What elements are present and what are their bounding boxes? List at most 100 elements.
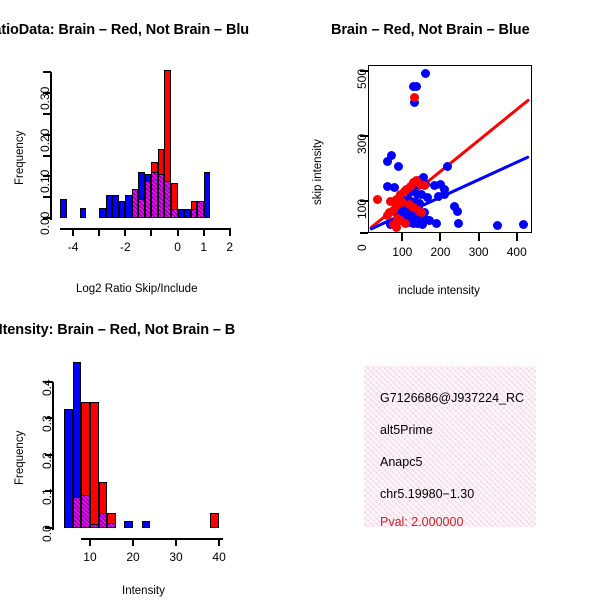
intensity-bar-overlap bbox=[89, 524, 99, 528]
scatter-point-not-brain bbox=[414, 198, 424, 208]
scatter-y-tick bbox=[360, 70, 368, 73]
ratio-bar-not-brain bbox=[184, 208, 191, 218]
intensity-x-tick bbox=[132, 538, 134, 546]
scatter-point-not-brain bbox=[412, 82, 422, 92]
ratio-histogram-title: RatioData: Brain – Red, Not Brain – Blu bbox=[0, 22, 249, 38]
ratio-y-ticklabel: 0.30 bbox=[38, 86, 52, 110]
intensity-bar-not-brain bbox=[124, 521, 133, 528]
scatter-point-not-brain bbox=[434, 192, 444, 202]
scatter-x-ticklabel: 300 bbox=[468, 245, 489, 259]
ratio-y-tick bbox=[43, 112, 51, 115]
scatter-point-not-brain bbox=[406, 212, 416, 222]
scatter-y-tick bbox=[360, 199, 368, 202]
scatter-x-tick bbox=[515, 233, 518, 241]
ratio-histogram-xlabel: Log2 Ratio Skip/Include bbox=[76, 283, 198, 295]
scatter-point-not-brain bbox=[432, 218, 442, 228]
intensity-histogram-plot: 0.0 0.1 0.2 0.3 0.4 10 20 30 40 bbox=[0, 300, 300, 600]
scatter-point-not-brain bbox=[454, 219, 464, 229]
intensity-bar-overlap bbox=[107, 522, 116, 528]
ratio-x-ticklabel: 2 bbox=[226, 240, 234, 254]
ratio-bar-not-brain bbox=[125, 195, 132, 218]
intensity-y-tick bbox=[45, 380, 53, 383]
intensity-x-axis bbox=[81, 538, 224, 540]
intensity-x-ticklabel: 10 bbox=[83, 550, 97, 564]
scatter-point-not-brain bbox=[382, 181, 392, 191]
intensity-x-tick bbox=[175, 538, 178, 546]
scatter-point-not-brain bbox=[401, 211, 411, 221]
ratio-bar-not-brain bbox=[118, 201, 126, 218]
scatter-x-tick bbox=[401, 233, 404, 241]
scatter-point-not-brain bbox=[439, 184, 449, 194]
scatter-point-not-brain bbox=[390, 183, 400, 193]
ratio-x-tick bbox=[176, 228, 179, 236]
ratio-y-tick bbox=[43, 92, 51, 94]
scatter-point-brain bbox=[373, 195, 383, 205]
ratio-x-ticklabel: 0 bbox=[174, 240, 181, 254]
ratio-bar-overlap bbox=[131, 188, 139, 218]
intensity-y-axis bbox=[52, 381, 54, 530]
scatter-point-brain bbox=[391, 201, 401, 211]
scatter-point-not-brain bbox=[439, 190, 449, 200]
info-probe-id: G7126686@J937224_RС bbox=[380, 391, 525, 405]
intensity-y-ticklabel: 0.3 bbox=[40, 415, 54, 433]
ratio-bar-not-brain bbox=[99, 207, 106, 218]
scatter-point-brain bbox=[392, 222, 402, 232]
scatter-panel: Brain – Red, Not Brain – Blue skip inten… bbox=[300, 0, 600, 300]
scatter-point-not-brain bbox=[435, 180, 445, 190]
info-pval: Pval: 2.000000 bbox=[380, 515, 464, 527]
scatter-title: Brain – Red, Not Brain – Blue bbox=[331, 22, 530, 38]
ratio-y-tick bbox=[43, 175, 51, 178]
scatter-y-ticklabel: 100 bbox=[355, 198, 369, 219]
ratio-x-tick bbox=[124, 228, 127, 236]
intensity-y-tick bbox=[45, 527, 53, 529]
scatter-point-not-brain bbox=[400, 205, 410, 215]
scatter-frame bbox=[368, 65, 532, 233]
scatter-xlabel: include intensity bbox=[398, 285, 480, 297]
scatter-point-not-brain bbox=[395, 204, 405, 214]
scatter-point-not-brain bbox=[410, 97, 420, 107]
ratio-y-tick bbox=[43, 71, 51, 74]
ratio-y-axis bbox=[50, 72, 52, 220]
intensity-bar-brain bbox=[210, 513, 220, 528]
scatter-point-not-brain bbox=[387, 150, 397, 160]
scatter-point-not-brain bbox=[493, 220, 503, 230]
annotation-info-panel: G7126686@J937224_RС alt5Prime Anapc5 chr… bbox=[364, 366, 536, 527]
ratio-histogram-plot: 0.00 0.10 0.20 0.30 -4 -2 0 1 2 bbox=[0, 0, 300, 300]
ratio-x-ticklabel: 1 bbox=[200, 240, 207, 254]
ratio-y-tick bbox=[43, 217, 51, 219]
ratio-bar-not-brain bbox=[177, 208, 185, 218]
ratio-bar-overlap bbox=[151, 172, 158, 218]
intensity-bar-overlap bbox=[81, 495, 90, 528]
scatter-point-not-brain bbox=[420, 214, 430, 224]
scatter-point-brain bbox=[410, 93, 420, 103]
ratio-bar-not-brain bbox=[112, 195, 119, 218]
intensity-x-ticklabel: 30 bbox=[169, 550, 183, 564]
scatter-point-not-brain bbox=[411, 212, 421, 222]
scatter-x-ticklabel: 200 bbox=[430, 245, 451, 259]
intensity-y-tick bbox=[45, 453, 53, 456]
scatter-y-tick bbox=[360, 135, 368, 138]
intensity-y-ticklabel: 0.1 bbox=[40, 488, 54, 506]
scatter-point-not-brain bbox=[442, 162, 452, 172]
ratio-x-tick bbox=[202, 228, 205, 236]
scatter-point-brain bbox=[397, 197, 407, 207]
scatter-point-not-brain bbox=[422, 192, 432, 202]
scatter-plot: 0 100 300 500 100 200 300 400 bbox=[300, 0, 600, 300]
intensity-y-tick bbox=[45, 490, 53, 493]
ratio-x-ticklabel: -2 bbox=[119, 240, 131, 254]
intensity-bar-overlap bbox=[98, 513, 108, 528]
ratio-bar-overlap bbox=[144, 180, 152, 218]
ratio-histogram-panel: RatioData: Brain – Red, Not Brain – Blu … bbox=[0, 0, 300, 300]
scatter-point-brain bbox=[411, 176, 421, 186]
scatter-point-not-brain bbox=[415, 213, 425, 223]
scatter-point-not-brain bbox=[519, 220, 529, 230]
scatter-y-ticklabel: 500 bbox=[355, 69, 369, 90]
ratio-bar-overlap bbox=[190, 208, 198, 218]
scatter-point-not-brain bbox=[420, 68, 430, 78]
intensity-histogram-panel: ne Itensity: Brain – Red, Not Brain – B … bbox=[0, 300, 300, 600]
intensity-x-tick bbox=[88, 538, 91, 546]
scatter-point-brain bbox=[395, 190, 405, 200]
info-event-type: alt5Prime bbox=[380, 423, 433, 437]
ratio-y-ticklabel: 0.10 bbox=[38, 169, 52, 194]
info-locus: chr5.19980−1.30 bbox=[380, 487, 475, 501]
